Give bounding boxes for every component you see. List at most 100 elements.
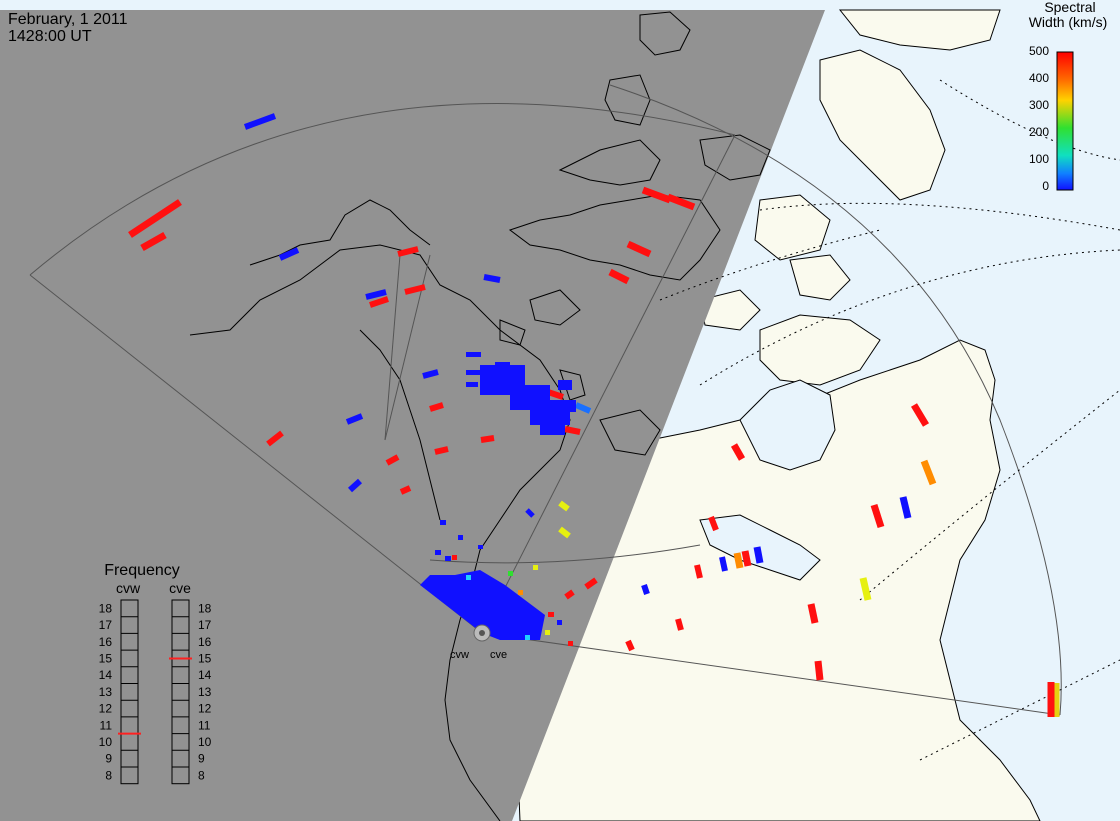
legend-tick: 500 [1029, 44, 1049, 58]
echo-speck [445, 556, 451, 561]
echo-mark [434, 446, 449, 455]
frequency-scale-label: 9 [198, 752, 205, 766]
frequency-scale-label: 15 [99, 651, 113, 665]
echo-speck [518, 590, 523, 595]
echo-mark [422, 369, 439, 379]
legend-tick: 200 [1029, 125, 1049, 139]
echo-mark [369, 296, 389, 308]
frequency-scale-label: 17 [198, 618, 212, 632]
echo-speck [545, 630, 550, 635]
echo-mark [397, 246, 419, 257]
frequency-scale-label: 10 [198, 735, 212, 749]
echo-speck [525, 635, 530, 640]
echo-mark [266, 430, 284, 447]
echo-mark [859, 577, 872, 601]
echo-mark [753, 546, 764, 564]
frequency-scale-label: 13 [99, 685, 113, 699]
night-region [0, 10, 825, 821]
echo-mark [641, 584, 650, 595]
radar-site-center [479, 630, 485, 636]
frequency-scale-label: 8 [198, 768, 205, 782]
echo-mark [429, 402, 444, 412]
frequency-scale-label: 11 [198, 718, 211, 732]
echo-cluster-block [562, 400, 576, 412]
legend-title-line2: Width (km/s) [1029, 14, 1108, 30]
legend-tick: 0 [1042, 179, 1049, 193]
frequency-scale-label: 18 [198, 601, 212, 615]
echo-mark [741, 550, 752, 567]
echo-speck [508, 571, 513, 576]
frequency-radar-label-cve: cve [169, 580, 191, 596]
frequency-scale-label: 18 [99, 601, 113, 615]
echo-cluster-block [540, 415, 565, 435]
legend-title-line1: Spectral [1044, 0, 1095, 15]
echo-speck [478, 545, 483, 549]
radar-fov [29, 84, 1062, 716]
echo-mark [719, 556, 728, 572]
echo-mark [626, 240, 652, 258]
echo-mark [584, 577, 598, 590]
echo-cluster-block [495, 362, 510, 367]
frequency-scale-label: 16 [198, 635, 212, 649]
echo-mark [920, 459, 937, 486]
echo-mark [807, 603, 819, 624]
echo-mark [608, 268, 630, 285]
echo-mark [345, 413, 364, 425]
frequency-gauges: 18 17 16 15 14 13 12 11 10 9 8 18 17 16 15 14 13 12 11 10 9 8 [99, 599, 212, 785]
echo-mark [899, 496, 912, 519]
echo-speck [452, 555, 457, 560]
echo-mark [278, 247, 300, 261]
frequency-radar-label-cvw: cvw [116, 580, 141, 596]
echo-mark [558, 500, 570, 512]
legend-tick: 100 [1029, 152, 1049, 166]
latitude-grid [659, 79, 1120, 761]
echo-cluster-block [466, 370, 481, 375]
frequency-scale-label: 15 [198, 651, 212, 665]
echo-mark [733, 552, 744, 569]
echo-mark [564, 589, 575, 600]
radar-label-cvw: cvw [450, 649, 469, 661]
frequency-scale-label: 12 [99, 702, 113, 716]
echo-mark [558, 526, 571, 539]
date-label: February, 1 2011 [8, 11, 128, 28]
echo-speck [533, 565, 538, 570]
echo-mark [814, 660, 824, 681]
echo-mark [547, 389, 564, 400]
echo-mark [404, 284, 426, 295]
echo-mark [564, 426, 581, 435]
echo-cluster-block [558, 380, 572, 390]
frequency-scale-label: 12 [198, 702, 212, 716]
echo-mark [675, 618, 684, 631]
echo-mark [483, 274, 501, 283]
legend-colorbar [1056, 51, 1074, 191]
echo-speck [458, 535, 463, 540]
echo-scatter [435, 520, 573, 646]
echo-mark [480, 435, 495, 443]
echo-mark [243, 113, 277, 130]
echo-speck [440, 520, 446, 525]
echo-speck [466, 575, 471, 580]
frequency-scale-label: 17 [99, 618, 113, 632]
frequency-scale-label: 10 [99, 735, 113, 749]
echo-mark [574, 402, 592, 414]
frequency-scale-label: 9 [105, 752, 112, 766]
echo-cluster-near-radar [420, 570, 545, 640]
echo-cluster [420, 352, 576, 640]
echo-mark [128, 199, 182, 238]
frequency-scale-label: 14 [99, 668, 113, 682]
echo-mark [385, 454, 400, 466]
echo-mark [347, 478, 363, 493]
frequency-scale-label: 16 [99, 635, 113, 649]
frequency-gauge-column [171, 599, 190, 785]
echo-mark [870, 503, 885, 529]
radar-label-cve: cve [490, 649, 507, 661]
frequency-scale-label: 8 [105, 768, 112, 782]
echo-mark [730, 443, 746, 461]
echo-speck [435, 550, 441, 555]
echo-mark [666, 193, 696, 211]
echo-speck [568, 641, 573, 646]
echo-speck [548, 612, 554, 617]
echo-mark [525, 508, 535, 518]
frequency-scale-label: 13 [198, 685, 212, 699]
